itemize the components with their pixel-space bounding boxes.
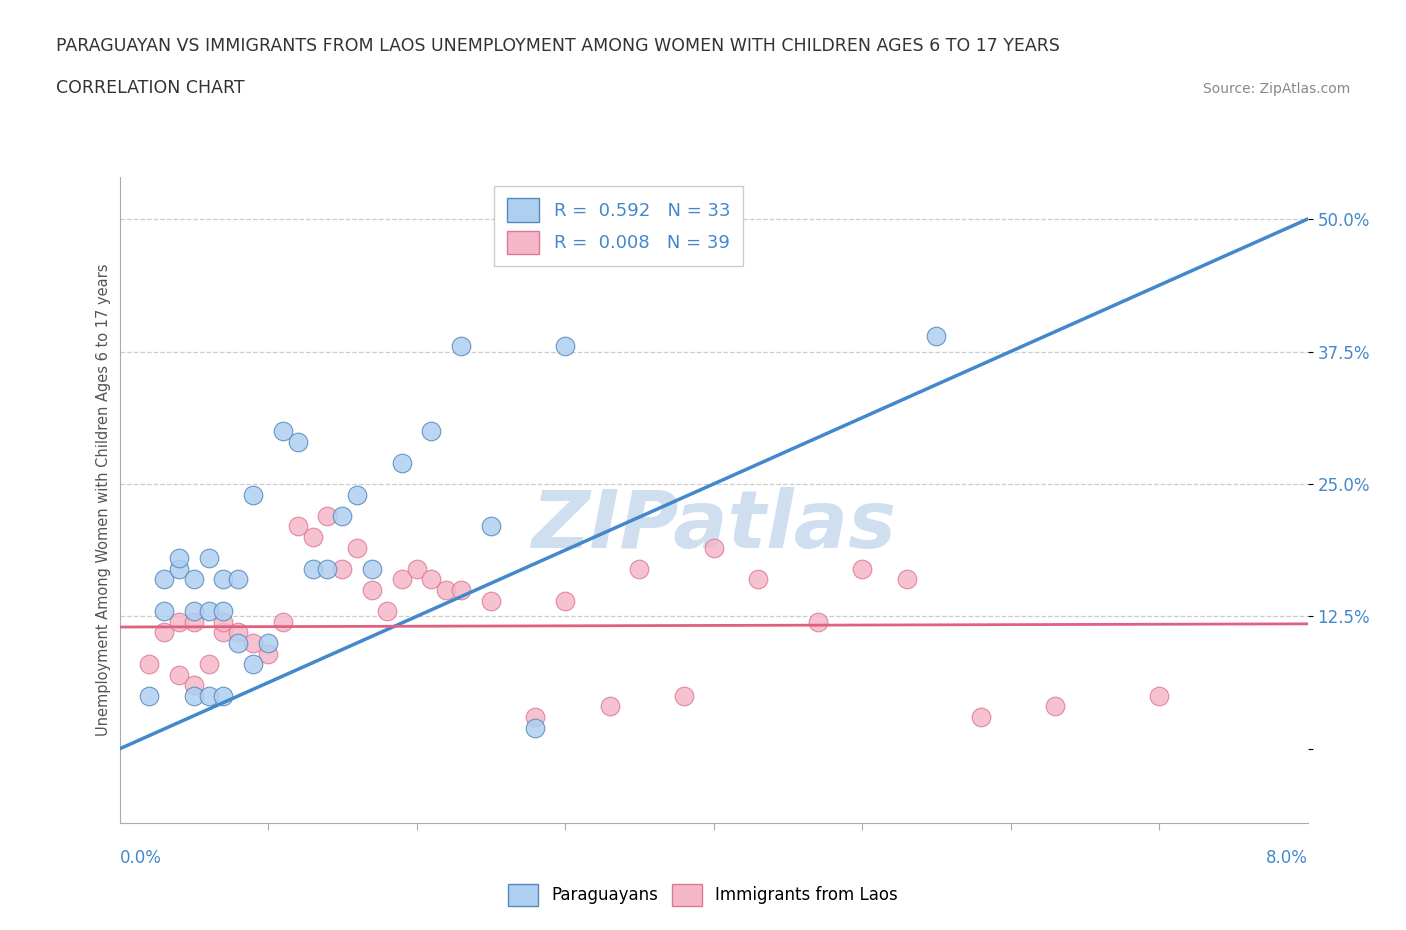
Point	[242, 657, 264, 671]
Point	[375, 604, 398, 618]
Point	[524, 710, 547, 724]
Text: 8.0%: 8.0%	[1265, 849, 1308, 867]
Text: ZIPatlas: ZIPatlas	[531, 486, 896, 565]
Point	[212, 604, 235, 618]
Point	[450, 339, 472, 353]
Point	[554, 339, 576, 353]
Point	[361, 582, 384, 597]
Point	[747, 572, 769, 587]
Point	[183, 688, 205, 703]
Point	[167, 562, 190, 577]
Point	[287, 519, 309, 534]
Point	[479, 593, 502, 608]
Point	[212, 688, 235, 703]
Point	[301, 562, 323, 577]
Point	[524, 720, 547, 735]
Point	[197, 604, 219, 618]
Point	[361, 562, 384, 577]
Point	[479, 519, 502, 534]
Legend: Paraguayans, Immigrants from Laos: Paraguayans, Immigrants from Laos	[502, 878, 904, 912]
Point	[925, 328, 948, 343]
Point	[346, 487, 368, 502]
Point	[391, 572, 413, 587]
Point	[228, 572, 250, 587]
Point	[316, 562, 339, 577]
Point	[228, 635, 250, 650]
Point	[257, 646, 280, 661]
Point	[330, 562, 353, 577]
Point	[183, 572, 205, 587]
Point	[197, 657, 219, 671]
Text: PARAGUAYAN VS IMMIGRANTS FROM LAOS UNEMPLOYMENT AMONG WOMEN WITH CHILDREN AGES 6: PARAGUAYAN VS IMMIGRANTS FROM LAOS UNEMP…	[56, 37, 1060, 55]
Point	[242, 635, 264, 650]
Point	[212, 615, 235, 630]
Point	[896, 572, 918, 587]
Point	[450, 582, 472, 597]
Point	[301, 529, 323, 544]
Point	[702, 540, 725, 555]
Point	[271, 615, 294, 630]
Legend: R =  0.592   N = 33, R =  0.008   N = 39: R = 0.592 N = 33, R = 0.008 N = 39	[494, 186, 742, 266]
Point	[153, 572, 176, 587]
Point	[197, 688, 219, 703]
Point	[153, 604, 176, 618]
Point	[970, 710, 993, 724]
Point	[183, 604, 205, 618]
Point	[257, 635, 280, 650]
Point	[346, 540, 368, 555]
Text: CORRELATION CHART: CORRELATION CHART	[56, 79, 245, 97]
Point	[287, 434, 309, 449]
Point	[420, 423, 443, 438]
Point	[628, 562, 651, 577]
Point	[197, 551, 219, 565]
Point	[330, 509, 353, 524]
Point	[228, 625, 250, 640]
Text: 0.0%: 0.0%	[120, 849, 162, 867]
Point	[420, 572, 443, 587]
Point	[138, 688, 160, 703]
Point	[167, 615, 190, 630]
Point	[851, 562, 873, 577]
Point	[183, 615, 205, 630]
Point	[183, 678, 205, 693]
Y-axis label: Unemployment Among Women with Children Ages 6 to 17 years: Unemployment Among Women with Children A…	[96, 263, 111, 737]
Point	[138, 657, 160, 671]
Text: Source: ZipAtlas.com: Source: ZipAtlas.com	[1202, 82, 1350, 96]
Point	[167, 551, 190, 565]
Point	[271, 423, 294, 438]
Point	[434, 582, 457, 597]
Point	[212, 625, 235, 640]
Point	[599, 699, 621, 714]
Point	[1147, 688, 1170, 703]
Point	[1043, 699, 1066, 714]
Point	[806, 615, 828, 630]
Point	[405, 562, 427, 577]
Point	[316, 509, 339, 524]
Point	[167, 667, 190, 682]
Point	[672, 688, 695, 703]
Point	[212, 572, 235, 587]
Point	[554, 593, 576, 608]
Point	[153, 625, 176, 640]
Point	[242, 487, 264, 502]
Point	[391, 456, 413, 471]
